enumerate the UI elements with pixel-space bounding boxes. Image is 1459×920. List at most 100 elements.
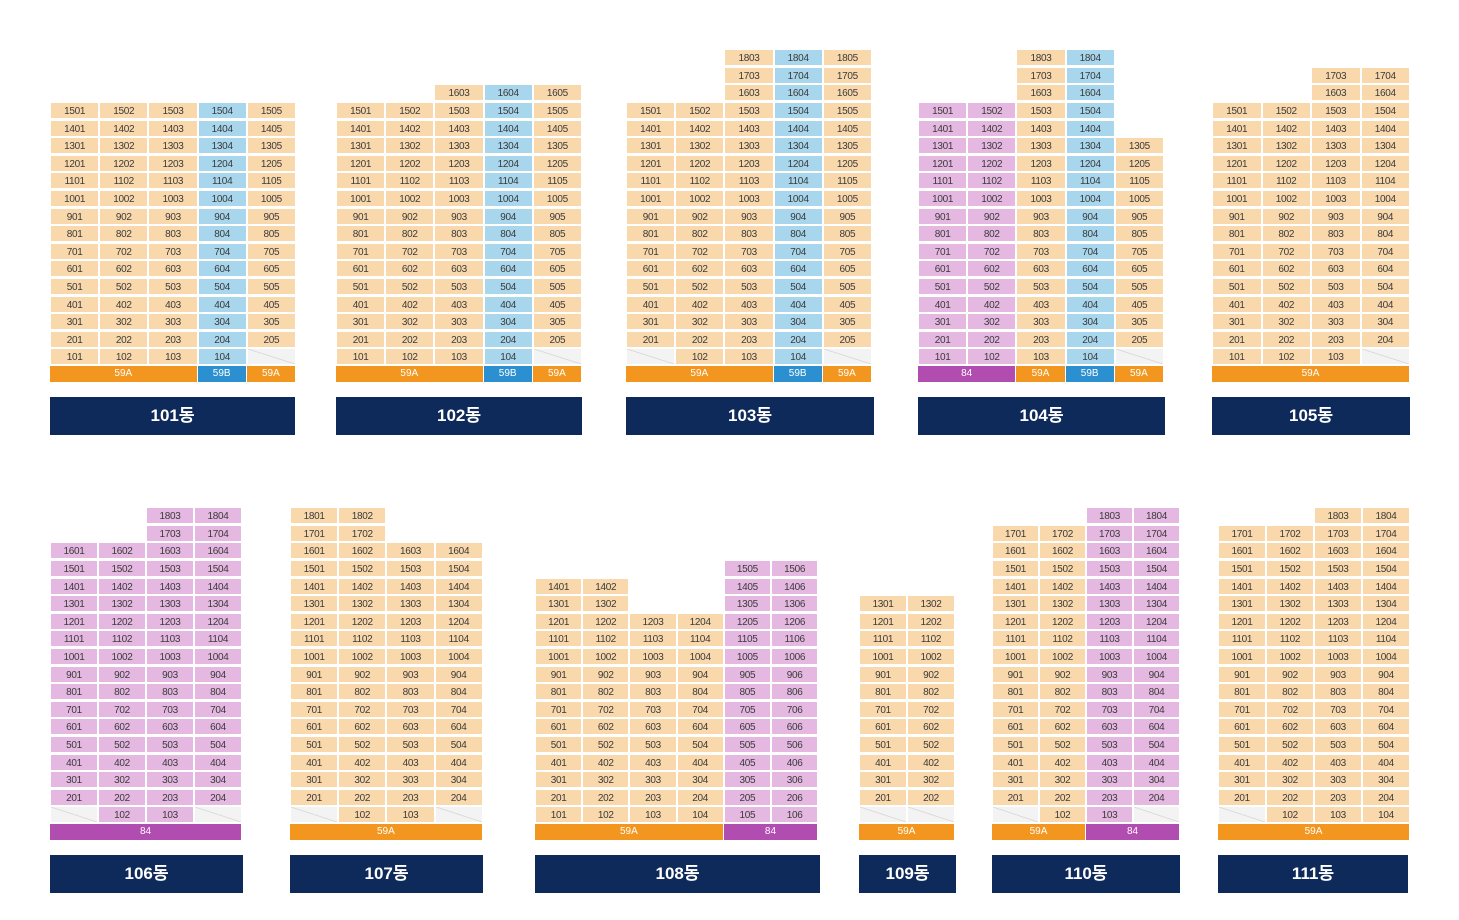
unit-cell[interactable]: 301 [1212, 313, 1262, 331]
unit-cell[interactable]: 405 [822, 295, 872, 313]
unit-cell[interactable]: 1201 [336, 154, 386, 172]
unit-cell[interactable]: 204 [197, 330, 247, 348]
unit-cell[interactable]: 804 [773, 225, 823, 243]
unit-cell[interactable]: 1503 [148, 102, 198, 119]
unit-cell[interactable]: 404 [194, 753, 242, 771]
unit-cell[interactable]: 1306 [771, 595, 819, 613]
unit-cell[interactable]: 602 [338, 718, 387, 736]
unit-cell[interactable]: 1101 [918, 172, 968, 190]
unit-cell[interactable]: 804 [676, 683, 724, 701]
unit-cell[interactable]: 402 [907, 753, 955, 771]
unit-cell[interactable]: 902 [98, 665, 146, 683]
unit-cell[interactable]: 1804 [1065, 49, 1115, 67]
unit-cell[interactable]: 302 [1266, 771, 1314, 789]
unit-cell[interactable]: 503 [148, 278, 198, 295]
unit-cell[interactable]: 502 [907, 736, 955, 753]
unit-cell[interactable]: 1502 [338, 560, 387, 577]
unit-cell[interactable]: 303 [1311, 313, 1361, 331]
unit-cell[interactable]: 1301 [859, 595, 907, 613]
unit-cell[interactable]: 904 [676, 665, 724, 683]
unit-cell[interactable]: 201 [336, 330, 386, 348]
unit-cell[interactable]: 804 [483, 225, 533, 243]
unit-cell[interactable]: 405 [532, 295, 582, 313]
unit-cell[interactable]: 701 [918, 242, 968, 260]
unit-cell[interactable]: 604 [434, 718, 483, 736]
unit-cell[interactable]: 1201 [535, 612, 583, 630]
unit-cell[interactable]: 1502 [1266, 560, 1314, 577]
unit-cell[interactable]: 202 [675, 330, 725, 348]
unit-cell[interactable]: 201 [1212, 330, 1262, 348]
unit-cell[interactable]: 1305 [246, 137, 296, 155]
unit-cell[interactable]: 102 [967, 348, 1017, 366]
unit-cell[interactable]: 604 [1133, 718, 1180, 736]
unit-cell[interactable]: 1304 [197, 137, 247, 155]
unit-cell[interactable]: 602 [675, 260, 725, 278]
unit-cell[interactable]: 1102 [1039, 630, 1086, 648]
unit-cell[interactable]: 202 [1266, 788, 1314, 806]
unit-cell[interactable]: 604 [483, 260, 533, 278]
unit-cell[interactable]: 1304 [1362, 595, 1410, 613]
unit-cell[interactable]: 203 [148, 330, 198, 348]
unit-cell[interactable]: 1401 [290, 577, 339, 595]
unit-cell[interactable]: 504 [197, 278, 247, 295]
unit-cell[interactable]: 1704 [1362, 524, 1410, 542]
unit-cell[interactable]: 501 [336, 278, 386, 295]
unit-cell[interactable]: 1004 [676, 648, 724, 665]
unit-cell[interactable]: 105 [723, 806, 771, 824]
unit-cell[interactable]: 1403 [148, 119, 198, 137]
unit-cell[interactable]: 704 [197, 242, 247, 260]
unit-cell[interactable]: 1604 [483, 84, 533, 102]
unit-cell[interactable]: 902 [907, 665, 955, 683]
unit-cell[interactable]: 903 [146, 665, 194, 683]
unit-cell[interactable]: 1701 [992, 524, 1039, 542]
unit-cell[interactable]: 1605 [822, 84, 872, 102]
unit-cell[interactable]: 1004 [1362, 648, 1410, 665]
unit-cell[interactable]: 803 [1016, 225, 1066, 243]
unit-cell[interactable]: 501 [1218, 736, 1266, 753]
unit-cell[interactable]: 1006 [771, 648, 819, 665]
unit-cell[interactable]: 1602 [338, 542, 387, 560]
unit-cell[interactable]: 602 [98, 718, 146, 736]
unit-cell[interactable]: 1401 [50, 119, 100, 137]
unit-cell[interactable]: 404 [1360, 295, 1410, 313]
unit-cell[interactable]: 1404 [1360, 119, 1410, 137]
unit-cell[interactable]: 1301 [626, 137, 676, 155]
unit-cell[interactable]: 903 [1311, 207, 1361, 225]
unit-cell[interactable]: 303 [1016, 313, 1066, 331]
unit-cell[interactable]: 1405 [532, 119, 582, 137]
unit-cell[interactable]: 504 [1065, 278, 1115, 295]
unit-cell[interactable]: 301 [626, 313, 676, 331]
unit-cell[interactable]: 1703 [1016, 66, 1066, 84]
unit-cell[interactable]: 804 [197, 225, 247, 243]
unit-cell[interactable]: 1504 [1362, 560, 1410, 577]
unit-cell[interactable]: 901 [626, 207, 676, 225]
unit-cell[interactable]: 1002 [385, 190, 435, 207]
unit-cell[interactable]: 1304 [434, 595, 483, 613]
unit-cell[interactable]: 801 [859, 683, 907, 701]
unit-cell[interactable]: 201 [859, 788, 907, 806]
unit-cell[interactable]: 1605 [532, 84, 582, 102]
unit-cell[interactable]: 406 [771, 753, 819, 771]
unit-cell[interactable]: 1103 [434, 172, 484, 190]
unit-cell[interactable]: 1202 [675, 154, 725, 172]
unit-cell[interactable]: 703 [434, 242, 484, 260]
unit-cell[interactable]: 602 [582, 718, 630, 736]
unit-cell[interactable]: 702 [582, 700, 630, 718]
unit-cell[interactable]: 701 [1218, 700, 1266, 718]
unit-cell[interactable]: 801 [918, 225, 968, 243]
unit-cell[interactable]: 1503 [1016, 102, 1066, 119]
unit-cell[interactable]: 604 [194, 718, 242, 736]
unit-cell[interactable]: 1603 [1311, 84, 1361, 102]
unit-cell[interactable]: 405 [723, 753, 771, 771]
unit-cell[interactable]: 302 [385, 313, 435, 331]
unit-cell[interactable]: 201 [50, 788, 98, 806]
unit-cell[interactable]: 1804 [194, 507, 242, 525]
unit-cell[interactable]: 1304 [483, 137, 533, 155]
unit-cell[interactable]: 1002 [1266, 648, 1314, 665]
unit-cell[interactable]: 1103 [386, 630, 435, 648]
unit-cell[interactable]: 704 [773, 242, 823, 260]
unit-cell[interactable]: 904 [434, 665, 483, 683]
unit-cell[interactable]: 1202 [99, 154, 149, 172]
unit-cell[interactable]: 1404 [1362, 577, 1410, 595]
unit-cell[interactable]: 1401 [626, 119, 676, 137]
